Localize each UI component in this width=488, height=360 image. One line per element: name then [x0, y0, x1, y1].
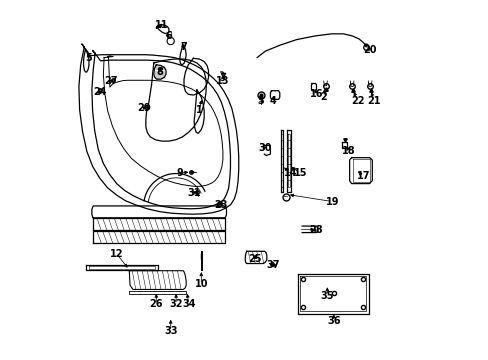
- Text: 27: 27: [104, 76, 118, 86]
- Text: 12: 12: [110, 249, 123, 259]
- Text: 33: 33: [163, 326, 177, 336]
- Text: 19: 19: [325, 197, 339, 207]
- Text: 15: 15: [293, 168, 306, 178]
- Text: 10: 10: [194, 279, 207, 289]
- Text: 18: 18: [342, 146, 355, 156]
- Text: 31: 31: [187, 188, 201, 198]
- Text: 16: 16: [309, 89, 323, 99]
- Text: 28: 28: [309, 225, 323, 235]
- Text: 35: 35: [320, 291, 333, 301]
- Text: 30: 30: [258, 143, 272, 153]
- Text: 23: 23: [214, 200, 227, 210]
- Text: 13: 13: [216, 76, 229, 86]
- Text: 6: 6: [165, 31, 172, 41]
- Text: 7: 7: [180, 42, 186, 52]
- Text: 34: 34: [182, 299, 195, 309]
- Text: 25: 25: [248, 254, 262, 264]
- Text: 20: 20: [363, 45, 376, 55]
- Text: 8: 8: [156, 67, 163, 77]
- Text: 32: 32: [169, 299, 183, 309]
- Text: 1: 1: [196, 105, 203, 115]
- Text: 5: 5: [85, 53, 92, 63]
- Text: 24: 24: [93, 87, 106, 97]
- Text: 3: 3: [257, 96, 264, 106]
- Text: 22: 22: [350, 96, 364, 106]
- Text: 4: 4: [269, 96, 276, 106]
- Text: 11: 11: [155, 20, 168, 30]
- Text: 2: 2: [320, 92, 326, 102]
- Text: 37: 37: [266, 260, 280, 270]
- Text: 21: 21: [366, 96, 380, 106]
- Text: 29: 29: [137, 103, 150, 113]
- Text: 17: 17: [356, 171, 369, 181]
- Text: 26: 26: [149, 299, 163, 309]
- Text: 9: 9: [176, 168, 183, 178]
- Text: 36: 36: [326, 316, 340, 326]
- Text: 14: 14: [283, 168, 296, 178]
